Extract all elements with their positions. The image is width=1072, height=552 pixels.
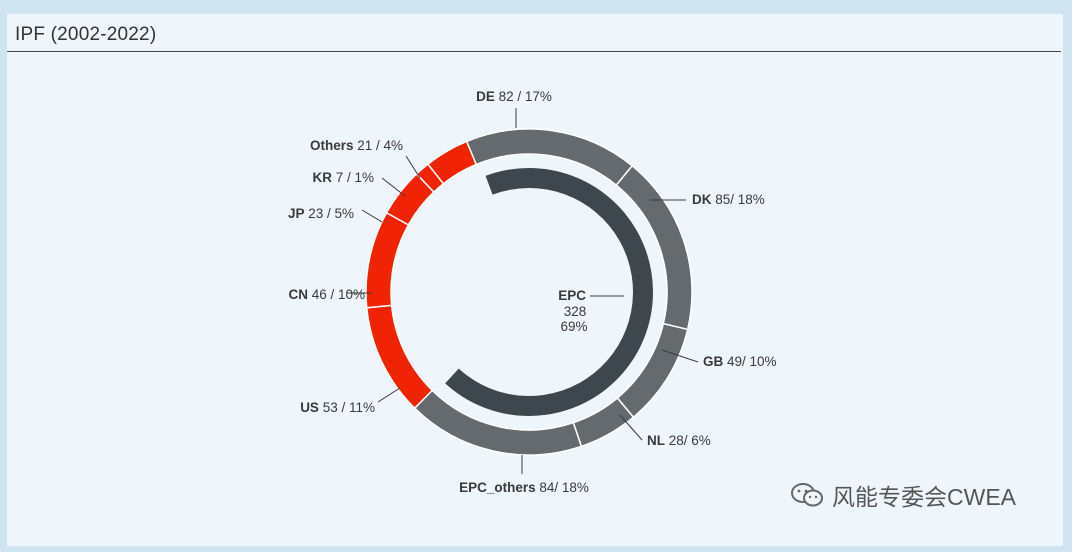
inner-ring — [445, 167, 654, 416]
slice-label-nl: NL 28/ 6% — [647, 433, 711, 448]
slice-label-name: NL — [647, 433, 665, 448]
slice-label-others: Others 21 / 4% — [310, 138, 403, 153]
slice-label-name: DE — [476, 89, 495, 104]
slice-labels: DE 82 / 17% DK 85/ 18% GB 49/ 10% NL 28/ 6%… — [288, 89, 777, 495]
slice-label-name: Others — [310, 138, 354, 153]
leader-line-gb — [661, 349, 699, 363]
slice-label-name: EPC_others — [459, 480, 536, 495]
slice-label-value: 84/ 18% — [536, 480, 589, 495]
slice-label-jp: JP 23 / 5% — [288, 206, 354, 221]
slice-label-value: 53 / 11% — [319, 400, 375, 415]
center-label-value: 328 — [564, 304, 587, 319]
chart-panel: IPF (2002-2022) — [7, 14, 1063, 546]
chart-title: IPF (2002-2022) — [15, 24, 157, 45]
slice-label-gb: GB 49/ 10% — [703, 354, 777, 369]
slice-label-name: DK — [692, 192, 712, 207]
slice-label-dk: DK 85/ 18% — [692, 192, 765, 207]
slice-label-kr: KR 7 / 1% — [312, 170, 374, 185]
leader-line-jp — [361, 209, 383, 223]
title-divider — [7, 51, 1061, 52]
leader-lines — [347, 108, 699, 474]
slice-label-value: 82 / 17% — [495, 89, 552, 104]
slice-cn — [365, 211, 410, 309]
leader-line-nl — [619, 414, 643, 441]
slice-label-value: 7 / 1% — [332, 170, 374, 185]
wechat-icon — [790, 481, 826, 509]
slice-label-value: 85/ 18% — [712, 192, 765, 207]
leader-line-kr — [381, 177, 406, 197]
slice-label-cn: CN 46 / 10% — [288, 287, 365, 302]
center-label: EPC 328 69% — [558, 288, 624, 334]
slice-label-value: 23 / 5% — [304, 206, 354, 221]
slice-label-value: 28/ 6% — [665, 433, 711, 448]
watermark: 风能专委会CWEA — [790, 478, 1016, 512]
slice-label-epc-others: EPC_others 84/ 18% — [459, 480, 589, 495]
slice-label-name: JP — [288, 206, 305, 221]
slice-us — [365, 304, 434, 410]
slice-others — [426, 140, 478, 185]
slice-label-value: 46 / 10% — [308, 287, 365, 302]
watermark-text: 风能专委会CWEA — [832, 484, 1016, 510]
slice-label-name: GB — [703, 354, 724, 369]
slice-label-name: US — [300, 400, 319, 415]
leader-line-us — [377, 387, 401, 403]
slice-epc-inner — [445, 167, 654, 416]
slice-label-name: KR — [312, 170, 332, 185]
center-label-name: EPC — [558, 288, 586, 303]
center-label-percent: 69% — [560, 319, 587, 334]
slice-label-de: DE 82 / 17% — [476, 89, 552, 104]
slice-label-name: CN — [288, 287, 308, 302]
slice-label-value: 49/ 10% — [723, 354, 776, 369]
slice-label-us: US 53 / 11% — [300, 400, 375, 415]
slice-nl — [572, 396, 635, 448]
leader-line-others — [405, 155, 421, 179]
slice-label-value: 21 / 4% — [353, 138, 403, 153]
outer-ring — [365, 128, 693, 456]
